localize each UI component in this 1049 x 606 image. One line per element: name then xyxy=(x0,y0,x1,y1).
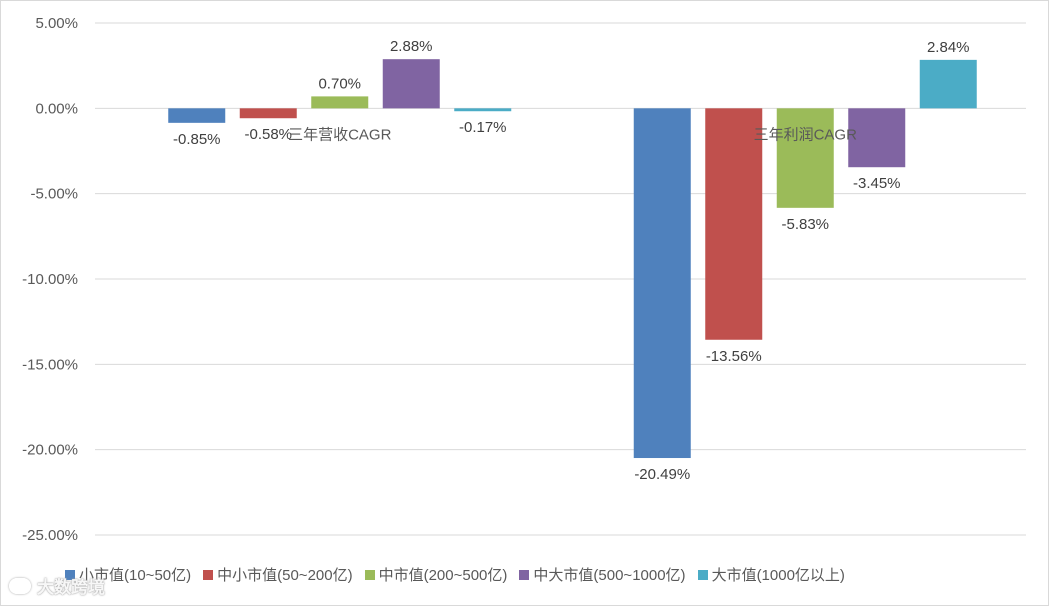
legend-swatch xyxy=(65,569,75,580)
watermark-logo-icon xyxy=(9,577,31,594)
data-label: 2.88% xyxy=(390,38,433,55)
data-label: -20.49% xyxy=(634,466,690,483)
bar xyxy=(382,59,440,109)
bar xyxy=(311,96,369,109)
y-tick-label: 5.00% xyxy=(35,15,78,32)
legend-label: 中小市值(50~200亿) xyxy=(217,567,353,584)
data-label: -5.83% xyxy=(781,216,829,233)
legend-item: 中市值(200~500亿) xyxy=(364,564,508,585)
data-label: 0.70% xyxy=(318,75,361,92)
legend-item: 中小市值(50~200亿) xyxy=(203,564,353,585)
bars xyxy=(168,59,977,459)
bar xyxy=(633,108,691,459)
data-label: -0.17% xyxy=(459,119,507,136)
data-label: 2.84% xyxy=(927,39,970,56)
bar xyxy=(454,108,512,112)
bar xyxy=(705,108,763,340)
data-label: -3.45% xyxy=(853,175,901,192)
legend: 小市值(10~50亿) 中小市值(50~200亿) 中市值(200~500亿) 中大市… xyxy=(65,564,845,585)
watermark-text: 大数跨境 xyxy=(37,578,105,597)
watermark: 大数跨境 xyxy=(9,573,105,598)
y-tick-label: -15.00% xyxy=(22,356,78,373)
gridlines xyxy=(95,22,1026,536)
legend-swatch xyxy=(364,569,375,580)
bar xyxy=(168,108,226,123)
y-tick-label: -20.00% xyxy=(22,442,78,459)
legend-item: 大市值(1000亿以上) xyxy=(697,564,845,585)
legend-label: 小市值(10~50亿) xyxy=(79,567,192,584)
category-labels: 三年营收CAGR 三年利润CAGR xyxy=(288,126,857,143)
legend-item: 中大市值(500~1000亿) xyxy=(519,564,686,585)
bar xyxy=(776,108,834,208)
data-label: -0.58% xyxy=(244,126,292,143)
y-axis-tick-labels: 5.00% 0.00% -5.00% -10.00% -15.00% -20.00% -25… xyxy=(22,15,78,544)
data-label: -13.56% xyxy=(706,348,762,365)
y-tick-label: -10.00% xyxy=(22,271,78,288)
legend-swatch xyxy=(203,569,214,580)
legend-label: 大市值(1000亿以上) xyxy=(711,567,845,584)
data-label: -0.85% xyxy=(173,131,221,148)
legend-swatch xyxy=(519,569,530,580)
category-label: 三年营收CAGR xyxy=(288,126,392,143)
legend-swatch xyxy=(697,569,708,580)
legend-label: 中大市值(500~1000亿) xyxy=(533,567,686,584)
y-tick-label: -25.00% xyxy=(22,527,78,544)
bar xyxy=(919,59,977,109)
y-tick-label: -5.00% xyxy=(30,186,78,203)
legend-item: 小市值(10~50亿) xyxy=(65,564,191,585)
data-labels: -0.85% -0.58% 0.70% 2.88% -0.17% -20.49% -13.5… xyxy=(173,38,970,483)
y-tick-label: 0.00% xyxy=(35,100,78,117)
bar xyxy=(848,108,906,168)
category-label: 三年利润CAGR xyxy=(754,126,858,143)
legend-label: 中市值(200~500亿) xyxy=(378,567,508,584)
bar xyxy=(239,108,297,119)
